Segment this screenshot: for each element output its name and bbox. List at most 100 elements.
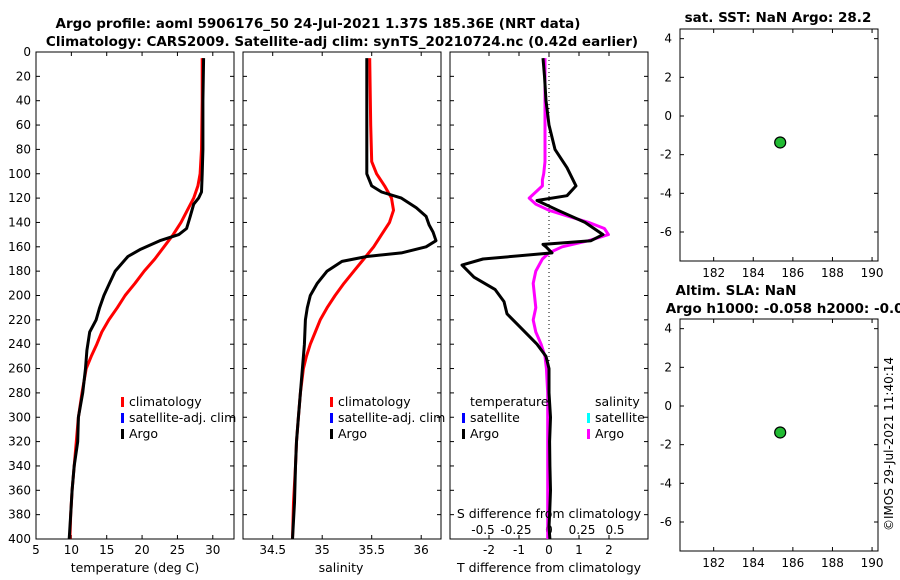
temperature-climatology-line xyxy=(68,58,204,540)
salinity-xlabel: salinity xyxy=(319,560,364,575)
depth-tick-label: 40 xyxy=(16,94,31,108)
legend-satellite-label: satellite-adj. clim xyxy=(338,410,445,425)
depth-tick-label: 340 xyxy=(8,459,31,473)
map1-axes-box xyxy=(679,28,879,262)
salinity-tick-label: 35 xyxy=(315,543,330,557)
map1-ytick-label: -6 xyxy=(660,225,672,239)
map1-xtick-label: 182 xyxy=(702,266,725,280)
legend-argo-swatch xyxy=(330,429,333,439)
legend-climatology-label: climatology xyxy=(129,394,202,409)
t-diff-tick-label: -1 xyxy=(513,543,525,557)
salinity-legend: climatology satellite-adj. clim Argo xyxy=(330,394,445,441)
depth-tick-label: 380 xyxy=(8,508,31,522)
salinity-climatology-line xyxy=(291,58,395,540)
map2-ytick-label: -6 xyxy=(660,515,672,529)
salinity-panel: 34.5 35 35.5 36 salinity climatology satell… xyxy=(242,51,445,575)
temperature-panel: 0 20 40 60 80 100 120 140 160 180 200 220 240 260 280 3… xyxy=(8,45,236,575)
salinity-difference-argo-line xyxy=(527,58,610,539)
map2-xtick-label: 188 xyxy=(821,556,844,570)
map2-ytick-label: 4 xyxy=(664,322,672,336)
map1-title: sat. SST: NaN Argo: 28.2 xyxy=(685,10,872,26)
temperature-tick-label: 5 xyxy=(32,543,40,557)
legend-satellite-label: satellite-adj. clim xyxy=(129,410,236,425)
map1-ytick-label: 2 xyxy=(664,70,672,84)
t-diff-tick-label: 1 xyxy=(575,543,583,557)
depth-tick-label: 360 xyxy=(8,483,31,497)
temperature-tick-label: 30 xyxy=(205,543,220,557)
t-diff-tick-label: -2 xyxy=(483,543,495,557)
temperature-tick-label: 20 xyxy=(134,543,149,557)
temperature-xlabel: temperature (deg C) xyxy=(71,560,200,575)
depth-tick-label: 20 xyxy=(16,69,31,83)
salinity-tick-label: 34.5 xyxy=(259,543,286,557)
legend-temperature-title: temperature xyxy=(470,394,549,409)
temperature-tick-label: 15 xyxy=(99,543,114,557)
s-diff-tick-label: 0.25 xyxy=(569,523,596,537)
legend-s-satellite-label: satellite xyxy=(595,410,645,425)
figure-title-line2: Climatology: CARS2009. Satellite-adj cli… xyxy=(46,34,638,50)
map1-xtick-label: 188 xyxy=(821,266,844,280)
s-diff-tick-label: 0.5 xyxy=(605,523,624,537)
legend-t-argo-swatch xyxy=(462,429,465,439)
map2-xtick-label: 186 xyxy=(781,556,804,570)
depth-tick-label: 320 xyxy=(8,435,31,449)
legend-s-argo-label: Argo xyxy=(595,426,624,441)
legend-satellite-swatch xyxy=(330,413,333,423)
figure-title-line1: Argo profile: aoml 5906176_50 24-Jul-202… xyxy=(56,16,581,32)
legend-t-satellite-label: satellite xyxy=(470,410,520,425)
legend-argo-label: Argo xyxy=(338,426,367,441)
legend-climatology-label: climatology xyxy=(338,394,411,409)
temperature-argo-line xyxy=(67,58,206,540)
sla-location-map: 182 184 186 188 190 4 2 0 -2 -4 -6 xyxy=(660,318,884,570)
depth-tick-label: 200 xyxy=(8,289,31,303)
s-diff-tick-label: -0.5 xyxy=(471,523,494,537)
legend-salinity-title: salinity xyxy=(595,394,640,409)
salinity-tick-label: 36 xyxy=(414,543,429,557)
salinity-argo-line xyxy=(291,58,438,540)
legend-climatology-swatch xyxy=(330,397,333,407)
salinity-axes-box xyxy=(242,51,442,540)
map1-ytick-label: -4 xyxy=(660,186,672,200)
map2-ytick-label: 2 xyxy=(664,360,672,374)
depth-tick-label: 180 xyxy=(8,264,31,278)
map2-ytick-label: -2 xyxy=(660,438,672,452)
legend-s-satellite-swatch xyxy=(587,413,590,423)
depth-tick-label: 300 xyxy=(8,410,31,424)
legend-climatology-swatch xyxy=(121,397,124,407)
salinity-tick-label: 35.5 xyxy=(358,543,385,557)
s-diff-xlabel: S difference from climatology xyxy=(457,506,642,521)
legend-t-satellite-swatch xyxy=(462,413,465,423)
map2-xtick-label: 184 xyxy=(742,556,765,570)
map2-title-line2: Argo h1000: -0.058 h2000: -0.042 xyxy=(666,301,900,317)
legend-argo-label: Argo xyxy=(129,426,158,441)
depth-tick-label: 240 xyxy=(8,337,31,351)
map2-axes-box xyxy=(679,318,879,552)
depth-tick-label: 280 xyxy=(8,386,31,400)
legend-satellite-swatch xyxy=(121,413,124,423)
t-diff-xlabel: T difference from climatology xyxy=(456,560,642,575)
map1-ytick-label: 0 xyxy=(664,109,672,123)
difference-panel: -2 -1 0 1 2-0.5 -0.25 0 0.25 0.5 T difference fr… xyxy=(449,51,649,575)
map1-ytick-label: -2 xyxy=(660,148,672,162)
map1-xtick-label: 184 xyxy=(742,266,765,280)
map1-xtick-label: 186 xyxy=(781,266,804,280)
map1-ytick-label: 4 xyxy=(664,32,672,46)
depth-tick-label: 80 xyxy=(16,142,31,156)
map1-xtick-label: 190 xyxy=(861,266,884,280)
t-diff-tick-label: 0 xyxy=(545,543,553,557)
map2-xtick-label: 190 xyxy=(861,556,884,570)
temperature-difference-argo-line xyxy=(460,57,605,540)
legend-s-argo-swatch xyxy=(587,429,590,439)
map1-argo-location-marker xyxy=(774,136,787,149)
t-diff-tick-label: 2 xyxy=(605,543,613,557)
depth-tick-label: 0 xyxy=(23,45,31,59)
map2-xtick-label: 182 xyxy=(702,556,725,570)
difference-legend: temperature satellite Argo salinity sate… xyxy=(462,394,645,441)
depth-tick-label: 140 xyxy=(8,215,31,229)
depth-tick-label: 160 xyxy=(8,240,31,254)
temperature-legend: climatology satellite-adj. clim Argo xyxy=(121,394,236,441)
map2-ytick-label: 0 xyxy=(664,399,672,413)
timestamp: ©IMOS 29-Jul-2021 11:40:14 xyxy=(882,357,896,531)
temperature-tick-label: 10 xyxy=(64,543,79,557)
depth-tick-label: 260 xyxy=(8,362,31,376)
